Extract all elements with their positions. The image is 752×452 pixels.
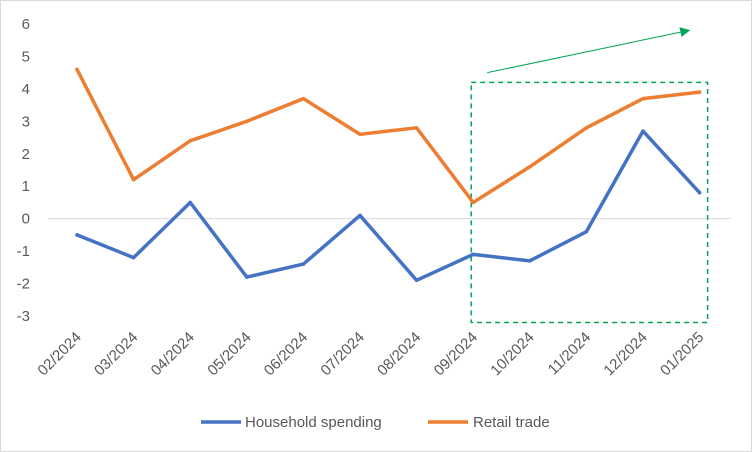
y-tick-label: 0: [22, 211, 30, 228]
y-tick-label: -3: [17, 308, 30, 325]
data-point: [414, 278, 419, 283]
data-point: [697, 190, 702, 195]
series-layer: [75, 67, 702, 283]
data-point: [584, 229, 589, 234]
y-tick-label: 5: [22, 48, 30, 65]
data-point: [301, 96, 306, 101]
legend-item: Retail trade: [428, 414, 550, 431]
x-tick-label: 07/2024: [317, 329, 367, 379]
y-tick-label: 2: [22, 146, 30, 163]
y-tick-label: 1: [22, 178, 30, 195]
x-tick-label: 04/2024: [148, 329, 198, 379]
data-point: [641, 129, 645, 133]
data-point: [188, 200, 192, 205]
annotation-layer: [470, 27, 709, 324]
data-point: [528, 259, 532, 263]
y-tick-label: 3: [22, 113, 30, 130]
legend: Household spending Retail trade: [201, 414, 550, 431]
data-point: [414, 126, 419, 130]
x-tick-label: 01/2025: [657, 329, 707, 379]
data-point: [75, 233, 79, 237]
x-tick-label: 06/2024: [261, 329, 311, 379]
data-point: [131, 177, 136, 182]
data-point: [245, 275, 249, 279]
trend-arrow: [487, 27, 691, 74]
data-point: [131, 255, 136, 260]
data-point: [245, 119, 249, 124]
data-point: [358, 132, 362, 137]
highlight-box: [470, 81, 709, 324]
data-point: [641, 96, 645, 101]
legend-item: Household spending: [201, 414, 382, 431]
data-point: [75, 67, 79, 72]
y-tick-label: -2: [17, 276, 30, 293]
series-line-retail-trade: [75, 67, 702, 205]
data-point: [528, 165, 532, 169]
x-tick-label: 03/2024: [91, 329, 141, 379]
x-tick-label: 09/2024: [431, 329, 481, 379]
y-tick-label: 4: [22, 81, 30, 98]
axis-layer: -3 -2 -1 0 1 2 3 4 5 6 02/2024 03/2024 04/2024 05/202…: [17, 16, 731, 379]
data-point: [188, 139, 192, 143]
data-point: [471, 200, 475, 205]
x-tick-label: 10/2024: [487, 329, 537, 379]
data-point: [471, 252, 475, 257]
data-point: [584, 126, 589, 130]
data-point: [697, 90, 702, 94]
data-point: [358, 213, 362, 218]
series-line-household-spending: [75, 129, 702, 283]
x-tick-label: 12/2024: [600, 329, 650, 379]
x-tick-label: 08/2024: [374, 329, 424, 379]
legend-label: Household spending: [245, 414, 382, 431]
x-tick-label: 11/2024: [545, 329, 595, 379]
legend-label: Retail trade: [473, 414, 550, 431]
data-point: [301, 262, 306, 266]
y-tick-label: -1: [17, 243, 30, 260]
x-tick-label: 02/2024: [34, 329, 84, 379]
x-tick-label: 05/2024: [204, 329, 254, 379]
y-tick-label: 6: [22, 16, 30, 33]
